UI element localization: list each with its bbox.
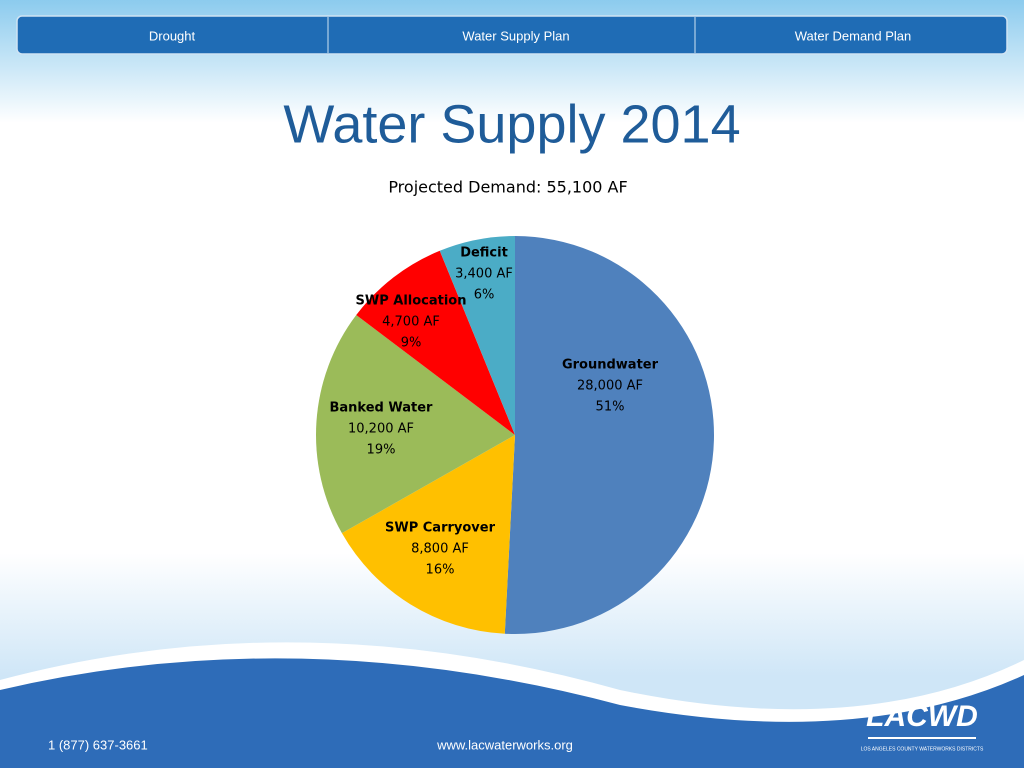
logo-subtitle: LOS ANGELES COUNTY WATERWORKS DISTRICTS: [861, 746, 984, 752]
slice-value: 10,200 AF: [348, 422, 414, 437]
chart-title: Projected Demand: 55,100 AF: [388, 178, 627, 197]
logo-text: LACWD: [866, 700, 978, 733]
slice-value: 8,800 AF: [411, 542, 469, 557]
pie-slice: [356, 250, 515, 435]
slide-title: Water Supply 2014: [283, 94, 740, 154]
slice-label: SWP Allocation: [356, 294, 467, 309]
pie-chart: Groundwater 28,000 AF 51% SWP Carryover 8,80…: [316, 236, 715, 634]
nav-tab[interactable]: Water Supply Plan: [462, 28, 569, 43]
pie-slice: [316, 315, 515, 534]
pie-slice: [504, 236, 715, 634]
slice-label: Deficit: [460, 246, 508, 261]
slice-value: 28,000 AF: [577, 379, 643, 394]
slice-percent: 51%: [596, 400, 625, 415]
pie-slice: [439, 236, 515, 435]
phone: 1 (877) 637-3661: [48, 737, 148, 752]
slice-percent: 6%: [474, 288, 495, 303]
slice-label: Banked Water: [330, 401, 434, 416]
nav-tab[interactable]: Drought: [149, 28, 196, 43]
logo: LACWD LOS ANGELES COUNTY WATERWORKS DIST…: [861, 700, 984, 752]
slice-label: Groundwater: [562, 358, 659, 373]
slice-value: 3,400 AF: [455, 267, 513, 282]
slice-percent: 16%: [426, 563, 455, 578]
website[interactable]: www.lacwaterworks.org: [436, 737, 573, 752]
nav-tab[interactable]: Water Demand Plan: [795, 28, 912, 43]
slice-percent: 19%: [367, 443, 396, 458]
slice-label: SWP Carryover: [385, 521, 496, 536]
nav-background: [16, 15, 1008, 55]
pie-slice: [341, 435, 515, 634]
nav-bar: Drought Water Supply Plan Water Demand P…: [16, 15, 1008, 55]
slice-percent: 9%: [401, 336, 422, 351]
footer-wave: [0, 658, 1024, 768]
slice-value: 4,700 AF: [382, 315, 440, 330]
